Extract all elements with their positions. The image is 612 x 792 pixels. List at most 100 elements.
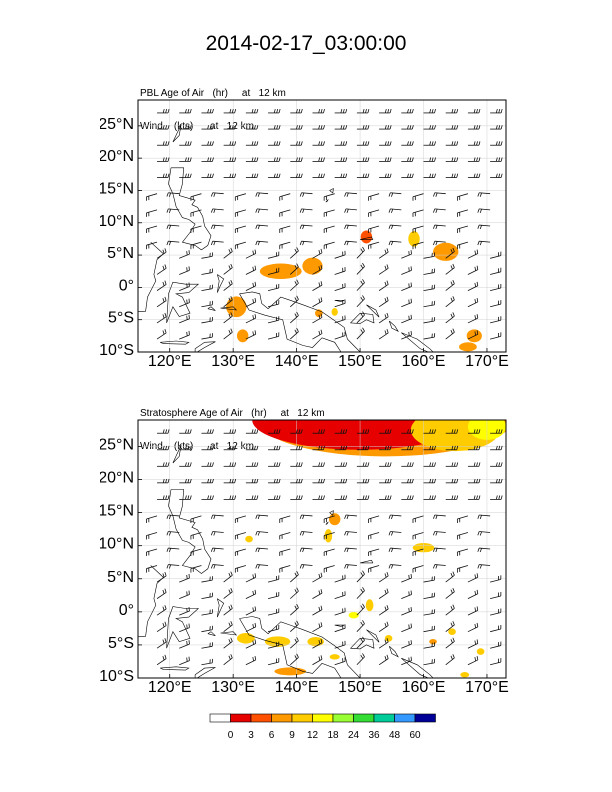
bottom-wind-barb-4 xyxy=(245,429,259,434)
top-ytick-label-4: 5°N xyxy=(107,245,134,262)
top-wind-barb-116 xyxy=(234,225,246,234)
bottom-xtick-label-4: 160°E xyxy=(402,679,446,696)
bottom-wind-barb-7 xyxy=(312,429,325,434)
bottom-wind-barb-107 xyxy=(388,531,402,536)
top-panel-subtitle: PBL Age of Air (hr) at 12 km Wind (kts) … xyxy=(140,66,286,143)
top-wind-barb-1 xyxy=(179,108,192,114)
bottom-wind-barb-209 xyxy=(179,640,190,649)
top-wind-barb-206 xyxy=(467,297,479,308)
top-wind-barb-188 xyxy=(423,284,436,292)
top-wind-barb-98 xyxy=(190,209,202,217)
bottom-wind-barb-147 xyxy=(223,571,233,583)
bottom-wind-barb-149 xyxy=(267,575,280,583)
bottom-wind-barb-76 xyxy=(423,495,436,500)
top-wind-barb-49 xyxy=(179,157,192,162)
top-wind-barb-210 xyxy=(201,316,214,324)
bottom-wind-barb-64 xyxy=(157,495,170,500)
top-coastline-16 xyxy=(329,187,334,194)
top-wind-barb-85 xyxy=(255,192,269,197)
top-wind-barb-82 xyxy=(190,193,202,201)
bottom-ytick-label-4: 5°N xyxy=(107,569,134,586)
top-wind-barb-209 xyxy=(179,314,190,324)
top-patch-5 xyxy=(226,296,247,318)
bottom-ytick-label-3: 10°N xyxy=(100,536,134,553)
bottom-wind-barb-208 xyxy=(156,638,167,649)
bottom-wind-barb-84 xyxy=(234,515,246,523)
top-wind-barb-141 xyxy=(433,240,446,246)
bottom-wind-barb-148 xyxy=(245,573,257,583)
bottom-wind-barb-70 xyxy=(290,495,303,500)
bottom-wind-barb-200 xyxy=(334,624,346,633)
top-wind-barb-196 xyxy=(245,297,257,308)
bottom-wind-barb-143 xyxy=(477,564,491,569)
colorbar-box-7 xyxy=(353,713,375,723)
top-wind-barb-41 xyxy=(356,141,370,146)
bottom-wind-barb-6 xyxy=(290,429,303,434)
top-wind-barb-113 xyxy=(166,224,180,230)
top-patch-4 xyxy=(302,257,323,275)
top-wind-barb-92 xyxy=(412,193,424,201)
bottom-wind-barb-136 xyxy=(323,565,335,573)
bottom-patch-17 xyxy=(448,628,456,635)
bottom-wind-barb-188 xyxy=(423,609,436,616)
bottom-wind-barb-132 xyxy=(234,565,246,573)
top-wind-barb-106 xyxy=(368,209,380,217)
bottom-wind-barb-1 xyxy=(179,429,192,434)
bottom-wind-barb-186 xyxy=(378,605,389,616)
bottom-wind-barb-145 xyxy=(179,573,190,583)
bottom-wind-barb-166 xyxy=(290,587,299,599)
top-wind-barb-155 xyxy=(401,250,412,259)
bottom-patch-16 xyxy=(429,638,437,645)
bottom-wind-barb-97 xyxy=(166,531,180,536)
top-coastline-11 xyxy=(366,304,380,318)
top-wind-barb-189 xyxy=(445,280,455,291)
top-wind-barb-64 xyxy=(157,173,170,178)
bottom-wind-barb-234 xyxy=(378,654,389,666)
top-wind-barb-220 xyxy=(423,316,436,324)
bottom-wind-barb-179 xyxy=(223,604,233,616)
bottom-wind-barb-144 xyxy=(156,572,167,583)
top-wind-barb-200 xyxy=(334,299,346,308)
colorbar-label-7: 36 xyxy=(368,730,380,741)
bottom-wind-barb-133 xyxy=(255,564,269,569)
top-wind-barb-42 xyxy=(379,141,392,146)
top-wind-barb-103 xyxy=(299,208,313,213)
top-wind-barb-139 xyxy=(388,240,402,246)
bottom-wind-barb-98 xyxy=(190,532,202,540)
top-patch-1 xyxy=(408,231,420,247)
bottom-wind-barb-178 xyxy=(201,609,214,616)
bottom-wind-barb-129 xyxy=(166,564,180,569)
bottom-patch-10 xyxy=(236,633,255,644)
bottom-wind-barb-228 xyxy=(245,655,257,666)
bottom-wind-barb-42 xyxy=(379,462,392,467)
bottom-wind-barb-193 xyxy=(179,623,190,633)
bottom-wind-barb-206 xyxy=(467,622,479,633)
bottom-wind-barb-124 xyxy=(412,548,424,557)
top-wind-barb-185 xyxy=(356,279,365,291)
bottom-coastline-6 xyxy=(220,631,238,636)
top-wind-barb-30 xyxy=(467,125,481,130)
top-coastline-8 xyxy=(160,340,190,345)
bottom-wind-barb-155 xyxy=(401,573,412,583)
top-wind-barb-140 xyxy=(412,241,424,250)
bottom-wind-barb-93 xyxy=(433,514,446,520)
top-wind-barb-213 xyxy=(267,316,280,324)
colorbar-label-3: 9 xyxy=(289,730,295,741)
top-wind-barb-169 xyxy=(356,262,365,275)
bottom-coastline-12 xyxy=(389,645,399,658)
bottom-ytick-label-7: 10°S xyxy=(100,668,134,685)
bottom-wind-barb-78 xyxy=(467,495,481,500)
top-wind-barb-221 xyxy=(445,312,455,324)
top-wind-barb-144 xyxy=(156,248,167,259)
top-wind-barb-183 xyxy=(312,281,323,291)
top-wind-barb-78 xyxy=(467,173,481,178)
top-wind-barb-195 xyxy=(223,296,233,308)
bottom-wind-barb-47 xyxy=(490,462,503,467)
top-wind-barb-53 xyxy=(268,157,281,162)
bottom-wind-barb-28 xyxy=(423,445,436,451)
bottom-patch-13 xyxy=(274,667,307,676)
top-wind-barb-125 xyxy=(433,224,446,230)
top-wind-barb-163 xyxy=(223,263,233,275)
top-wind-barb-6 xyxy=(290,108,303,114)
top-wind-barb-222 xyxy=(467,314,479,324)
